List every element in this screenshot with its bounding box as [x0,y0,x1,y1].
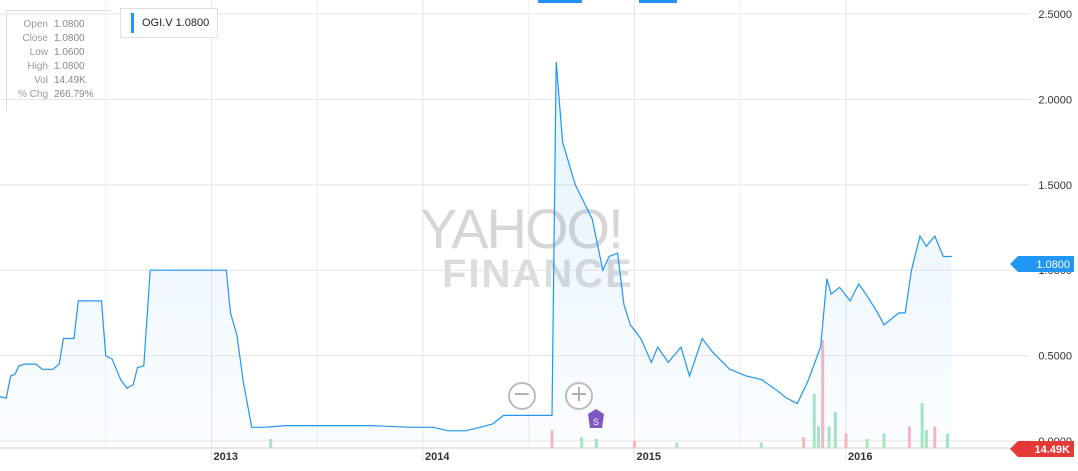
zoom-in-button[interactable]: + [565,382,593,410]
last-price-text: 1.0800 [1036,259,1070,271]
range-tab-indicator[interactable] [639,0,677,3]
volume-bar [802,437,806,448]
zoom-out-button[interactable]: − [508,382,536,410]
ohlc-row: Vol 14.49K [34,75,86,86]
y-tick-label: 2.5000 [1038,9,1072,21]
volume-badge: 14.49K [1010,441,1074,457]
ohlc-panel: Open 1.0800 Close 1.0800 Low 1.0600 High 1.0… [8,18,108,102]
volume-bar [865,439,869,448]
x-tick-label: 2014 [425,451,450,463]
ohlc-row: Close 1.0800 [22,33,85,44]
volume-bar [759,442,763,448]
y-tick-label: 2.0000 [1038,94,1072,106]
legend-swatch [131,13,134,33]
price-line[interactable] [0,61,952,432]
volume-bar [632,440,636,448]
ohlc-panel-frame [6,10,111,111]
y-tick-label: 1.5000 [1038,180,1072,192]
range-tab-indicator[interactable] [538,0,582,3]
x-tick-label: 2015 [636,451,660,463]
volume-bar [594,439,598,448]
ohlc-row: High 1.0800 [27,61,85,72]
ohlc-row: Low 1.0600 [29,47,85,58]
ohlc-row: % Chg 266.79% [17,89,94,100]
series-legend[interactable]: OGI.V 1.0800 [120,8,219,38]
x-tick-label: 2016 [848,451,872,463]
ohlc-row: Open 1.0800 [23,19,85,30]
volume-bar [269,439,273,448]
last-price-badge: 1.0800 [1010,256,1074,272]
event-marker-label: S [593,417,599,427]
event-marker[interactable]: S [588,409,604,428]
volume-badge-text: 14.49K [1035,444,1071,456]
x-tick-label: 2013 [213,451,237,463]
y-tick-label: 0.5000 [1038,351,1072,363]
legend-label: OGI.V 1.0800 [142,17,210,29]
x-axis: 2013 2014 2015 2016 [213,451,872,463]
volume-bar [675,442,679,448]
volume-bar [580,437,584,448]
